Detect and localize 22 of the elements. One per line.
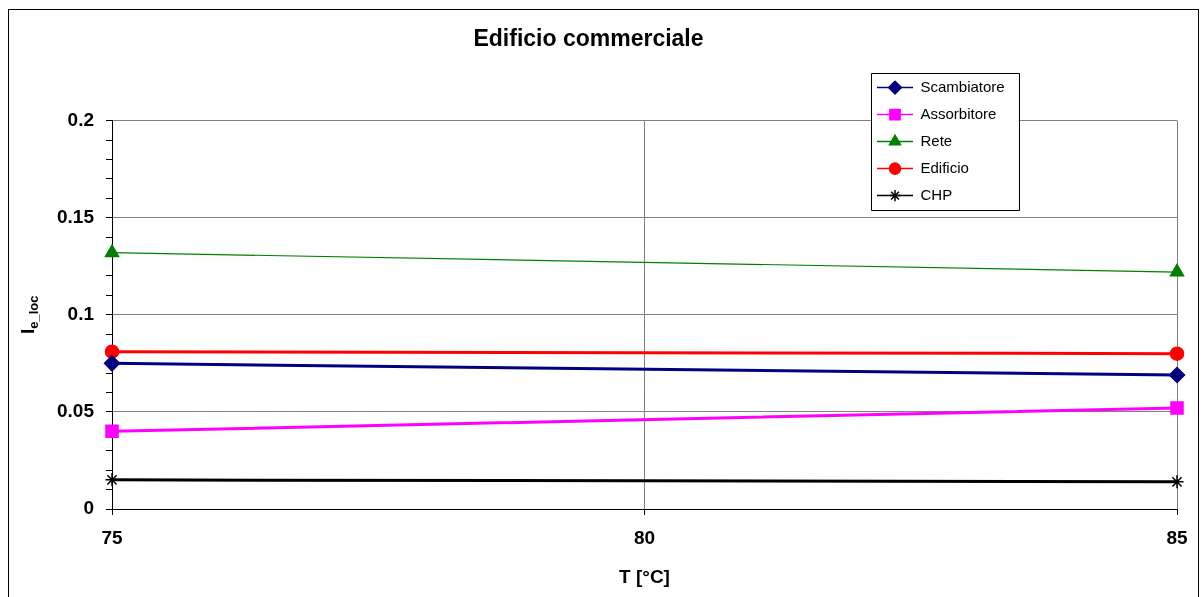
point	[104, 344, 120, 359]
y-tick-label: 0.2	[67, 108, 94, 130]
x-tick-label: 80	[633, 526, 656, 548]
legend-label: Edificio	[920, 158, 969, 176]
y-tick-label: 0.1	[67, 303, 95, 325]
legend-label: CHP	[920, 185, 953, 203]
point	[103, 355, 121, 372]
y-tick-label: 0.15	[57, 205, 95, 227]
y-tick-label: 0.05	[57, 400, 95, 422]
legend-label: Scambiatore	[920, 77, 1005, 95]
y-tick-label: 0	[83, 497, 94, 519]
point	[105, 424, 119, 439]
point	[1169, 346, 1185, 361]
chart-title: Edificio commerciale	[473, 25, 704, 52]
point	[1168, 366, 1186, 384]
y-axis-title: Ie_loc	[17, 295, 41, 335]
point	[1170, 401, 1184, 415]
x-tick-label: 75	[101, 526, 123, 548]
legend-label: Rete	[920, 131, 953, 149]
x-axis-title: T [°C]	[619, 565, 670, 587]
legend-label: Assorbitore	[920, 104, 997, 122]
x-tick-label: 85	[1166, 526, 1188, 548]
